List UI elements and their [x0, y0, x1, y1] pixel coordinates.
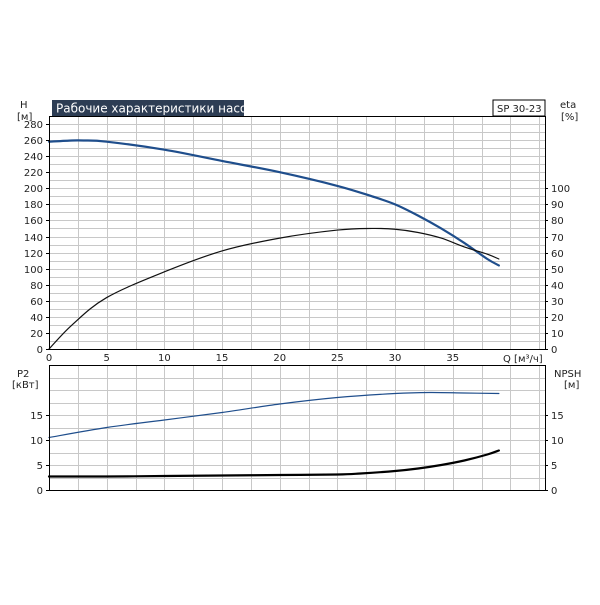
left-tick-label: 40 [30, 313, 43, 324]
x-tick-label: 0 [46, 353, 52, 364]
left-tick-label: 180 [24, 200, 43, 211]
p2-axis-label: P2 [17, 369, 29, 380]
npsh-axis-unit: [м] [564, 380, 579, 391]
right-tick-label: 10 [551, 329, 564, 340]
left-tick-label: 0 [37, 345, 43, 356]
plot-frame [49, 365, 546, 491]
model-label-box [492, 99, 546, 117]
left-tick-label: 10 [30, 436, 43, 447]
left-tick-label: 280 [24, 120, 43, 131]
left-tick-label: 140 [24, 233, 43, 244]
right-tick-label: 10 [551, 436, 564, 447]
h-axis-label: H [20, 100, 28, 111]
x-tick-label: 30 [389, 353, 402, 364]
right-tick-label: 60 [551, 249, 564, 260]
series-line [47, 449, 500, 478]
npsh-axis-label: NPSH [554, 369, 581, 380]
x-tick-label: 20 [273, 353, 286, 364]
left-tick-label: 0 [37, 486, 43, 497]
q-axis-label: Q [м³/ч] [503, 354, 543, 365]
left-tick-label: 15 [30, 411, 43, 422]
left-tick-label: 220 [24, 168, 43, 179]
right-tick-label: 30 [551, 297, 564, 308]
right-tick-label: 15 [551, 411, 564, 422]
left-tick-label: 240 [24, 152, 43, 163]
right-tick-label: 100 [551, 184, 570, 195]
left-tick-label: 160 [24, 216, 43, 227]
eta-axis-label: eta [560, 100, 576, 111]
x-tick-label: 5 [103, 353, 109, 364]
left-tick-label: 80 [30, 281, 43, 292]
series-line [48, 391, 500, 439]
right-tick-label: 0 [551, 345, 557, 356]
left-tick-label: 5 [37, 461, 43, 472]
right-tick-label: 5 [551, 461, 557, 472]
left-tick-label: 100 [24, 265, 43, 276]
model-label: SP 30-23 [497, 104, 542, 115]
p2-axis-unit: [кВт] [12, 380, 39, 391]
series-line [47, 139, 500, 267]
x-tick-label: 10 [158, 353, 171, 364]
left-tick-label: 260 [24, 136, 43, 147]
right-tick-label: 70 [551, 233, 564, 244]
x-tick-label: 15 [216, 353, 229, 364]
series-line [48, 227, 500, 350]
right-tick-label: 80 [551, 216, 564, 227]
chart-title: Рабочие характеристики насоса [56, 102, 261, 116]
left-tick-label: 20 [30, 329, 43, 340]
right-tick-label: 90 [551, 200, 564, 211]
eta-axis-unit: [%] [561, 112, 578, 123]
right-tick-label: 50 [551, 265, 564, 276]
left-tick-label: 120 [24, 249, 43, 260]
right-tick-label: 0 [551, 486, 557, 497]
left-tick-label: 200 [24, 184, 43, 195]
h-axis-unit: [м] [17, 112, 32, 123]
right-tick-label: 20 [551, 313, 564, 324]
x-tick-label: 25 [331, 353, 344, 364]
plot-frame [49, 116, 546, 350]
right-tick-label: 40 [551, 281, 564, 292]
title-box [52, 100, 244, 116]
x-tick-label: 35 [446, 353, 459, 364]
left-tick-label: 60 [30, 297, 43, 308]
